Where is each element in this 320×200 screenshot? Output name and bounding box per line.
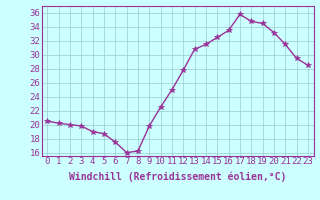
X-axis label: Windchill (Refroidissement éolien,°C): Windchill (Refroidissement éolien,°C) bbox=[69, 172, 286, 182]
